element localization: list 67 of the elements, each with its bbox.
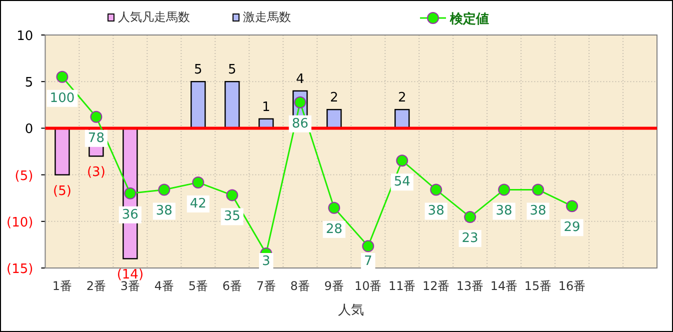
data-label: 54 xyxy=(394,174,410,190)
x-tick-label: 3番 xyxy=(120,279,140,293)
point xyxy=(124,187,136,200)
data-label: 38 xyxy=(156,204,172,219)
x-tick-label: 6番 xyxy=(222,279,242,293)
data-label: 23 xyxy=(462,231,478,246)
point xyxy=(498,184,510,196)
data-label: 5 xyxy=(228,62,236,78)
x-tick-label: 2番 xyxy=(86,279,106,293)
bar xyxy=(224,81,240,129)
bar xyxy=(190,81,206,129)
point xyxy=(430,184,442,196)
point xyxy=(532,184,544,196)
point xyxy=(566,200,578,212)
point xyxy=(464,211,476,224)
data-label: 42 xyxy=(190,196,206,212)
data-label: 3 xyxy=(262,254,270,269)
bar xyxy=(54,128,70,176)
data-label: 38 xyxy=(428,204,444,219)
data-label: 2 xyxy=(398,90,406,106)
y-tick-label: (15) xyxy=(6,262,34,277)
x-tick-label: 5番 xyxy=(188,279,208,293)
data-label: 4 xyxy=(296,72,304,87)
data-label: 1 xyxy=(262,100,270,115)
x-tick-label: 14番 xyxy=(490,279,518,293)
data-label: 100 xyxy=(50,90,75,106)
data-label: 2 xyxy=(330,90,338,106)
y-tick-label: (10) xyxy=(6,215,34,230)
x-tick-label: 7番 xyxy=(256,279,276,293)
point xyxy=(90,110,102,123)
data-label: 36 xyxy=(122,207,138,222)
x-tick-label: 4番 xyxy=(154,279,174,293)
legend-label: 激走馬数 xyxy=(243,10,291,24)
x-tick-label: 8番 xyxy=(290,279,310,293)
data-label: 5 xyxy=(194,62,202,78)
legend-label: 人気凡走馬数 xyxy=(118,10,190,24)
data-label: (5) xyxy=(53,184,72,199)
x-tick-label: 9番 xyxy=(324,279,344,293)
point xyxy=(396,154,408,167)
x-tick-label: 13番 xyxy=(456,279,484,293)
x-tick-label: 11番 xyxy=(388,279,416,293)
data-label: 86 xyxy=(292,116,308,132)
x-tick-label: 16番 xyxy=(558,279,586,293)
y-tick-label: 10 xyxy=(16,29,34,44)
point xyxy=(328,202,340,214)
data-label: 38 xyxy=(496,204,512,219)
x-tick-label: 1番 xyxy=(52,279,72,293)
point xyxy=(158,184,170,196)
point xyxy=(192,176,204,188)
data-label: (3) xyxy=(86,165,106,180)
x-tick-label: 10番 xyxy=(354,279,382,293)
point xyxy=(56,70,68,83)
data-label: 35 xyxy=(224,209,240,224)
data-label: 7 xyxy=(364,254,372,269)
x-tick-label: 12番 xyxy=(422,279,450,293)
point xyxy=(362,240,374,252)
y-tick-label: (5) xyxy=(14,168,34,184)
y-tick-label: 0 xyxy=(24,122,34,138)
legend-label: 検定値 xyxy=(449,11,489,27)
point xyxy=(226,189,238,202)
data-label: 38 xyxy=(530,204,546,219)
data-label: 28 xyxy=(326,222,342,237)
y-tick-label: 5 xyxy=(24,76,34,91)
data-label: 78 xyxy=(88,130,104,146)
data-label: 29 xyxy=(564,220,580,236)
x-axis-title: 人気 xyxy=(338,303,364,318)
x-tick-label: 15番 xyxy=(524,279,552,293)
